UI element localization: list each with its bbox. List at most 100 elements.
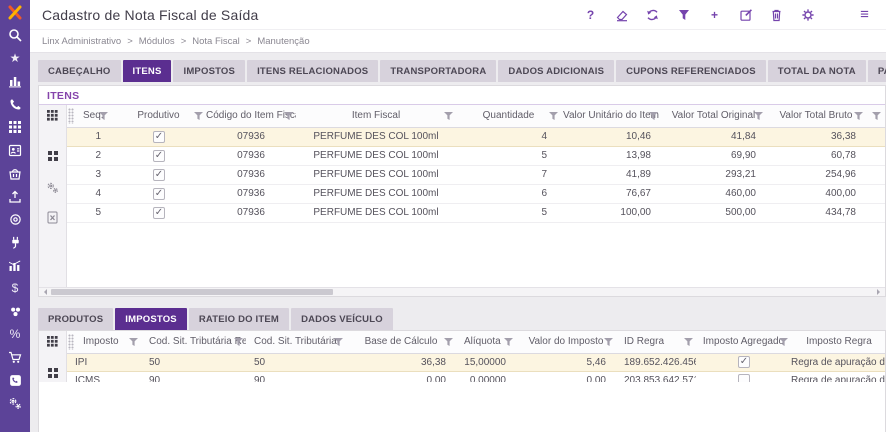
- cart-icon[interactable]: [7, 350, 23, 364]
- star-icon[interactable]: ★: [7, 51, 23, 65]
- gears-icon[interactable]: [7, 396, 23, 410]
- grid-cards-icon[interactable]: [48, 151, 58, 164]
- tab-cupons-referenciados[interactable]: CUPONS REFERENCIADOS: [616, 60, 766, 82]
- col-imposto[interactable]: Imposto: [67, 331, 141, 353]
- help-icon[interactable]: ?: [583, 7, 598, 22]
- col-codigo[interactable]: Código do Item Fiscal: [206, 105, 296, 127]
- grid-layout-icon[interactable]: [47, 110, 58, 124]
- filter-icon[interactable]: [676, 7, 691, 22]
- col-valor-imposto[interactable]: Valor do Imposto: [516, 331, 616, 353]
- search-icon[interactable]: [7, 28, 23, 42]
- col-valor-total-bruto[interactable]: Valor Total Bruto: [766, 105, 866, 127]
- badge-icon[interactable]: [7, 212, 23, 226]
- filter-funnel-icon[interactable]: [684, 338, 693, 346]
- grid-settings-icon[interactable]: [46, 181, 59, 197]
- scroll-right-arrow[interactable]: [877, 289, 883, 295]
- analytics-icon[interactable]: [7, 258, 23, 272]
- cluster-icon[interactable]: [7, 304, 23, 318]
- plug-icon[interactable]: [7, 235, 23, 249]
- table-row[interactable]: 2 07936 PERFUME DES COL 100ml 5 13,98 69…: [67, 146, 885, 165]
- filter-funnel-icon[interactable]: [504, 338, 513, 346]
- table-row[interactable]: IPI 50 50 36,38 15,00000 5,46 189.652.42…: [67, 353, 885, 371]
- col-imposto-regra[interactable]: Imposto Regra: [791, 331, 885, 353]
- tab-impostos[interactable]: IMPOSTOS: [173, 60, 245, 82]
- tab-produtos[interactable]: PRODUTOS: [38, 308, 113, 330]
- upload-icon[interactable]: [7, 189, 23, 203]
- filter-funnel-icon[interactable]: [444, 338, 453, 346]
- filter-funnel-icon[interactable]: [604, 338, 613, 346]
- scrollbar-thumb[interactable]: [51, 289, 333, 295]
- call-icon[interactable]: [7, 373, 23, 387]
- filter-funnel-icon[interactable]: [754, 112, 763, 120]
- filter-funnel-icon[interactable]: [284, 112, 293, 120]
- produtivo-checkbox[interactable]: [153, 207, 165, 219]
- col-cst[interactable]: Cod. Sit. Tributária: [246, 331, 346, 353]
- col-valor-unitario[interactable]: Valor Unitário do Item: [561, 105, 661, 127]
- tab-transportadora[interactable]: TRANSPORTADORA: [380, 60, 496, 82]
- table-row[interactable]: 5 07936 PERFUME DES COL 100ml 5 100,00 5…: [67, 203, 885, 222]
- breadcrumb-item[interactable]: Nota Fiscal: [192, 36, 240, 47]
- tab-pagamentos[interactable]: PAGAMENTOS: [868, 60, 886, 82]
- filter-funnel-icon[interactable]: [779, 338, 788, 346]
- tab-dados-adicionais[interactable]: DADOS ADICIONAIS: [498, 60, 614, 82]
- col-id-regra[interactable]: ID Regra: [616, 331, 696, 353]
- agregado-checkbox[interactable]: [738, 374, 750, 382]
- tab-dados-veiculo[interactable]: DADOS VEÍCULO: [291, 308, 393, 330]
- filter-funnel-icon[interactable]: [129, 338, 138, 346]
- phone-icon[interactable]: [7, 97, 23, 111]
- col-extra[interactable]: [866, 105, 885, 127]
- table-row[interactable]: 4 07936 PERFUME DES COL 100ml 6 76,67 46…: [67, 184, 885, 203]
- linx-logo[interactable]: [7, 5, 23, 19]
- col-valor-total-original[interactable]: Valor Total Original: [661, 105, 766, 127]
- filter-funnel-icon[interactable]: [234, 338, 243, 346]
- produtivo-checkbox[interactable]: [153, 169, 165, 181]
- table-row[interactable]: 1 07936 PERFUME DES COL 100ml 4 10,46 41…: [67, 127, 885, 146]
- grid-icon[interactable]: [7, 120, 23, 134]
- basket-icon[interactable]: [7, 166, 23, 180]
- filter-funnel-icon[interactable]: [99, 112, 108, 120]
- breadcrumb-item[interactable]: Módulos: [139, 36, 175, 47]
- table-row[interactable]: 3 07936 PERFUME DES COL 100ml 7 41,89 29…: [67, 165, 885, 184]
- percent-icon[interactable]: %: [7, 327, 23, 341]
- horizontal-scrollbar[interactable]: [39, 287, 885, 296]
- refresh-icon[interactable]: [645, 7, 660, 22]
- col-quantidade[interactable]: Quantidade: [456, 105, 561, 127]
- col-cst-regra[interactable]: Cod. Sit. Tributária Regra: [141, 331, 246, 353]
- settings-icon[interactable]: [800, 7, 815, 22]
- contacts-icon[interactable]: [7, 143, 23, 157]
- filter-funnel-icon[interactable]: [194, 112, 203, 120]
- col-aliquota[interactable]: Alíquota: [456, 331, 516, 353]
- export-excel-icon[interactable]: [47, 211, 58, 227]
- dollar-icon[interactable]: $: [7, 281, 23, 295]
- table-row[interactable]: ICMS 90 90 0,00 0,00000 0,00 203.853.642…: [67, 371, 885, 382]
- tab-cabecalho[interactable]: CABEÇALHO: [38, 60, 121, 82]
- filter-funnel-icon[interactable]: [854, 112, 863, 120]
- tab-itens[interactable]: ITENS: [123, 60, 172, 82]
- col-item-fiscal[interactable]: Item Fiscal: [296, 105, 456, 127]
- produtivo-checkbox[interactable]: [153, 131, 165, 143]
- filter-funnel-icon[interactable]: [444, 112, 453, 120]
- chart-icon[interactable]: [7, 74, 23, 88]
- filter-funnel-icon[interactable]: [872, 112, 881, 120]
- tab-impostos-detail[interactable]: IMPOSTOS: [115, 308, 187, 330]
- breadcrumb-item[interactable]: Manutenção: [257, 36, 309, 47]
- produtivo-checkbox[interactable]: [153, 188, 165, 200]
- col-imposto-agregado[interactable]: Imposto Agregado: [696, 331, 791, 353]
- tab-itens-relacionados[interactable]: ITENS RELACIONADOS: [247, 60, 378, 82]
- delete-icon[interactable]: [769, 7, 784, 22]
- col-seq[interactable]: Seq.: [67, 105, 111, 127]
- filter-funnel-icon[interactable]: [649, 112, 658, 120]
- agregado-checkbox[interactable]: [738, 356, 750, 368]
- add-icon[interactable]: +: [707, 7, 722, 22]
- tab-total-da-nota[interactable]: TOTAL DA NOTA: [768, 60, 866, 82]
- edit-icon[interactable]: [738, 7, 753, 22]
- grid-cards-icon[interactable]: [48, 368, 58, 381]
- breadcrumb-item[interactable]: Linx Administrativo: [42, 36, 121, 47]
- tab-rateio-do-item[interactable]: RATEIO DO ITEM: [189, 308, 289, 330]
- col-base-calculo[interactable]: Base de Cálculo: [346, 331, 456, 353]
- col-produtivo[interactable]: Produtivo: [111, 105, 206, 127]
- grid-layout-icon[interactable]: [47, 336, 58, 350]
- scroll-left-arrow[interactable]: [41, 289, 47, 295]
- filter-funnel-icon[interactable]: [334, 338, 343, 346]
- produtivo-checkbox[interactable]: [153, 150, 165, 162]
